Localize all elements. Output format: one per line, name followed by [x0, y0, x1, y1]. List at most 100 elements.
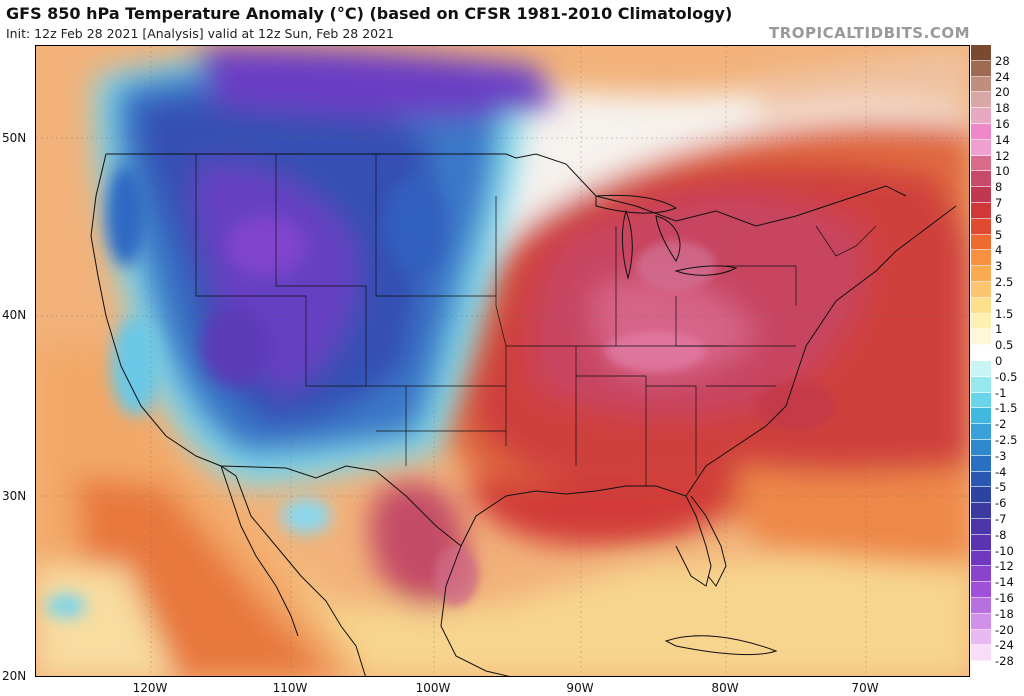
legend-swatch: [971, 155, 991, 172]
state-line-new-england: [815, 225, 877, 257]
legend-label: 1: [995, 322, 1003, 337]
legend-swatch: [971, 487, 991, 504]
state-line-al-ga: [646, 385, 697, 476]
legend-label: 7: [995, 196, 1003, 210]
legend-label: -0.5: [995, 369, 1018, 384]
legend-swatch: [971, 60, 991, 77]
great-lake-huron: [655, 215, 681, 262]
legend-swatch: [971, 550, 991, 567]
cold-purple-north: [196, 46, 556, 118]
mexico-pink: [434, 546, 478, 606]
great-lake-erie: [674, 265, 738, 276]
state-line-mid-atlantic: [726, 265, 797, 306]
legend-label: 4: [995, 243, 1003, 258]
west-coast: [90, 153, 366, 676]
plains-blue: [386, 176, 446, 276]
legend-swatch: [971, 629, 991, 646]
legend-swatch: [971, 139, 991, 156]
legend-swatch: [971, 361, 991, 377]
cold-detail: [46, 166, 446, 618]
legend-swatch: [971, 345, 991, 361]
legend-swatch: [971, 171, 991, 188]
legend-label: 10: [995, 164, 1010, 179]
legend-swatch: [971, 282, 991, 298]
legend-label: -6: [995, 496, 1007, 511]
mexico-east-coast: [440, 545, 510, 676]
legend-label: -5: [995, 480, 1007, 495]
legend-swatch: [971, 582, 991, 598]
legend-label: -7: [995, 512, 1007, 526]
legend-swatch: [971, 108, 991, 124]
legend-swatch: [971, 598, 991, 614]
us-mexico-border: [220, 465, 462, 547]
legend-swatch: [971, 392, 991, 409]
legend-label: 8: [995, 180, 1003, 195]
state-line-iowa: [495, 196, 507, 446]
legend-label: -2.5: [995, 433, 1018, 447]
legend-label: -10: [995, 543, 1014, 558]
legend-swatch: [971, 376, 991, 393]
legend-label: -18: [995, 606, 1014, 621]
rockies-violet: [226, 216, 306, 276]
legend-label: 3: [995, 259, 1003, 274]
canada-white: [456, 66, 969, 306]
legend-swatch: [971, 250, 991, 267]
legend-label: -14: [995, 575, 1014, 590]
legend-label: -3: [995, 448, 1007, 463]
lat-label-30n: 30N: [2, 489, 27, 503]
coastal-red: [756, 381, 836, 431]
cuba: [664, 635, 778, 656]
legend-swatch: [971, 613, 991, 630]
legend-swatch: [971, 218, 991, 235]
legend-swatch: [971, 45, 991, 61]
state-line-dakotas: [375, 154, 496, 297]
legend-label: 14: [995, 132, 1010, 147]
legend-swatch: [971, 440, 991, 456]
legend-swatch: [971, 234, 991, 251]
state-line-mountain: [275, 154, 367, 386]
legend-label: 6: [995, 211, 1003, 226]
legend-swatch: [971, 519, 991, 535]
legend-swatch: [971, 408, 991, 425]
legend-label: -16: [995, 591, 1014, 605]
legend-label: 1.5: [995, 306, 1014, 321]
lon-label-70w: 70W: [851, 681, 879, 695]
init-valid-time: Init: 12z Feb 28 2021 [Analysis] valid a…: [6, 26, 395, 41]
boundaries: [90, 153, 957, 676]
legend-swatch: [971, 329, 991, 346]
site-credit: TROPICALTIDBITS.COM: [769, 24, 970, 42]
legend-swatch: [971, 534, 991, 551]
lon-label-100w: 100W: [415, 681, 451, 695]
legend-label: -12: [995, 559, 1014, 574]
lat-label-50n: 50N: [2, 131, 27, 145]
state-lines: [195, 154, 877, 486]
tn-valley-pink: [606, 331, 706, 371]
ca-cyan: [111, 316, 161, 416]
pacific-cyan: [46, 594, 86, 618]
state-line-ky-va: [675, 296, 736, 347]
baja-california: [220, 465, 299, 637]
pac-nw-blue: [106, 166, 146, 266]
legend-swatch: [971, 645, 991, 662]
gulf-coast: [460, 485, 712, 587]
utah-violet: [201, 306, 271, 386]
legend-label: 0: [995, 354, 1003, 368]
legend-swatch: [971, 76, 991, 93]
legend-label: 0.5: [995, 338, 1014, 353]
great-lake-superior: [595, 194, 678, 214]
legend-label: -8: [995, 527, 1007, 542]
legend-swatch: [971, 92, 991, 109]
east-coast: [685, 205, 957, 497]
us-canada-border: [106, 153, 907, 227]
chart-title: GFS 850 hPa Temperature Anomaly (°C) (ba…: [6, 4, 733, 23]
lon-label-120w: 120W: [132, 681, 168, 695]
legend-label: -2: [995, 417, 1007, 432]
legend-swatch: [971, 503, 991, 519]
great-lakes-pink: [636, 241, 716, 291]
legend-swatch: [971, 455, 991, 472]
legend-label: -24: [995, 638, 1014, 653]
legend-swatch: [971, 203, 991, 219]
legend-label: 2: [995, 290, 1003, 305]
legend-label: 20: [995, 85, 1010, 100]
state-line-ms-al: [576, 375, 647, 486]
